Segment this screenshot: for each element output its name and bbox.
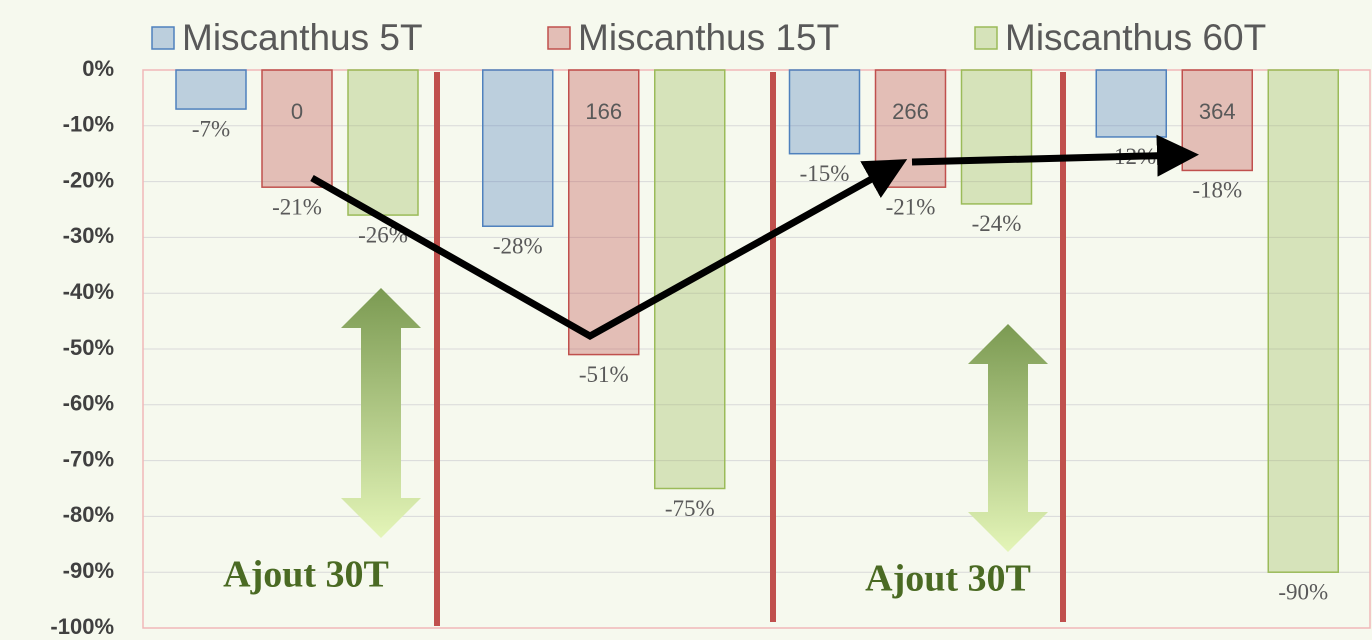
value-label: -21% (272, 194, 322, 219)
annotation: Ajout 30T (865, 558, 1031, 600)
legend-swatch (547, 26, 571, 50)
y-tick-label: -40% (63, 279, 114, 304)
value-label: -51% (579, 362, 629, 387)
legend-swatch (974, 26, 998, 50)
value-label: -28% (493, 234, 543, 259)
legend-label: Miscanthus 15T (578, 17, 839, 58)
value-label: -24% (972, 211, 1022, 236)
y-tick-label: 0% (82, 56, 114, 81)
plot-border (142, 69, 1371, 629)
legend-swatch (151, 26, 175, 50)
value-label: -90% (1278, 579, 1328, 604)
y-tick-label: -10% (63, 112, 114, 137)
bar (568, 69, 640, 356)
bar (261, 69, 333, 188)
bar-note: 166 (585, 99, 622, 124)
bar-note: 266 (892, 99, 929, 124)
bar (482, 69, 554, 227)
trend-arrow (310, 159, 908, 341)
value-label: -21% (886, 194, 936, 219)
y-tick-label: -70% (63, 446, 114, 471)
value-label: -7% (192, 116, 230, 141)
annotation: Ajout 30T (223, 554, 389, 596)
bar (960, 69, 1033, 205)
legend-label: Miscanthus 5T (182, 17, 423, 58)
bar-note: 364 (1199, 99, 1236, 124)
y-tick-label: -50% (63, 335, 114, 360)
bar (1267, 69, 1339, 573)
double-arrow (968, 324, 1048, 552)
decorations (310, 72, 1199, 626)
legend-label: Miscanthus 60T (1005, 17, 1266, 58)
y-tick-label: -30% (63, 223, 114, 248)
y-tick-label: -20% (63, 167, 114, 192)
trend-arrow (911, 134, 1199, 177)
bar-note: 0 (291, 99, 303, 124)
bar (788, 69, 861, 155)
y-tick-label: -80% (63, 502, 114, 527)
y-tick-label: -90% (63, 558, 114, 583)
bar (1181, 69, 1253, 172)
y-tick-label: -60% (63, 391, 114, 416)
bar (1095, 69, 1167, 138)
bar (347, 69, 419, 216)
value-label: -18% (1192, 178, 1242, 203)
value-label: -75% (665, 496, 715, 521)
double-arrow (341, 288, 421, 538)
value-label: -15% (800, 161, 850, 186)
bar (175, 69, 247, 110)
y-tick-label: -100% (50, 614, 114, 639)
